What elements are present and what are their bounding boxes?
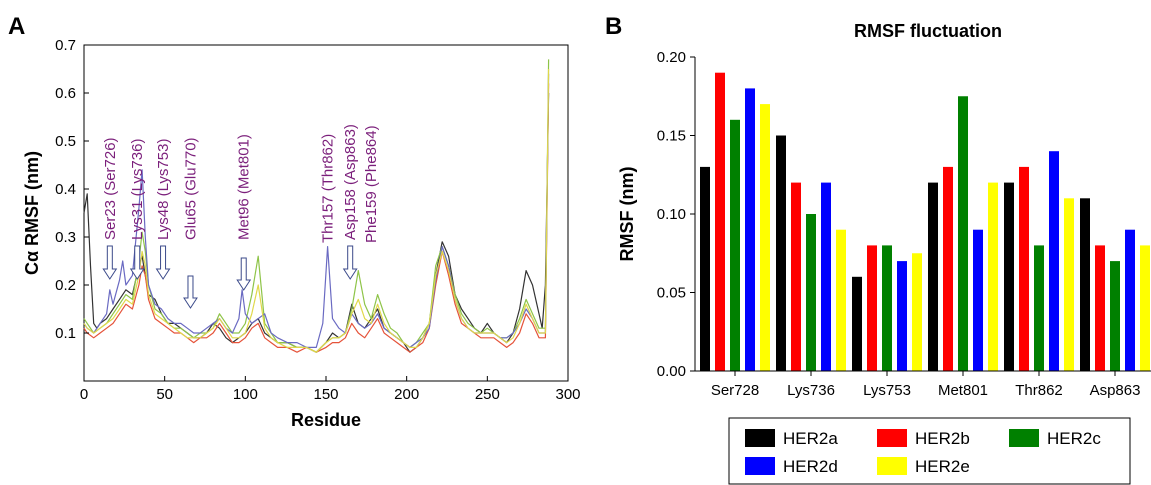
bar-her2e-asp863 — [1140, 245, 1150, 371]
panel-a-annotation-label: Lys48 (Lys753) — [155, 139, 172, 240]
panel-a-y-axis-title: Cα RMSF (nm) — [22, 151, 42, 275]
panel-b-x-tick-label: Met801 — [938, 382, 988, 399]
down-arrow-icon — [129, 245, 145, 280]
panel-b-bar-chart: RMSF fluctuation 0.00 0.05 0.10 0.15 0.20 Se… — [617, 21, 1151, 485]
panel-a-x-axis-title: Residue — [291, 410, 361, 430]
legend-swatch-her2c — [1009, 429, 1039, 447]
bar-her2e-met801 — [988, 182, 998, 371]
bar-her2c-lys753 — [882, 245, 892, 371]
panel-a-annotation-label: Glu65 (Glu770) — [183, 137, 200, 240]
bar-her2a-lys736 — [776, 135, 786, 371]
panel-a-y-tick-label: 0.5 — [55, 133, 76, 150]
legend-box — [728, 417, 1131, 485]
bar-her2c-met801 — [958, 96, 968, 371]
bar-her2d-ser728 — [745, 88, 755, 372]
panel-b-y-tick-label: 0.00 — [657, 363, 686, 380]
bar-her2d-lys736 — [821, 182, 831, 371]
down-arrow-icon — [102, 245, 118, 280]
panel-a-annotation-label: Asp158 (Asp863) — [342, 124, 359, 240]
panel-b-y-tick-label: 0.05 — [657, 285, 686, 302]
panel-a-y-tick-label: 0.7 — [55, 37, 76, 54]
bar-her2e-ser728 — [760, 104, 770, 371]
panel-a-series-line-2 — [83, 83, 550, 353]
panel-a-y-tick-label: 0.1 — [55, 325, 76, 342]
legend-label-her2b: HER2b — [915, 429, 970, 448]
bar-her2d-asp863 — [1125, 229, 1135, 371]
bar-her2b-lys753 — [867, 245, 877, 371]
bar-her2d-thr862 — [1049, 151, 1059, 371]
down-arrow-icon — [342, 245, 358, 280]
panel-b-letter: B — [605, 13, 622, 40]
legend-label-her2d: HER2d — [783, 457, 838, 476]
panel-a-annotation-label: Lys31 (Lys736) — [129, 139, 146, 240]
bar-her2a-lys753 — [852, 276, 862, 371]
panel-a-x-tick-label: 150 — [313, 386, 338, 403]
panel-a-series-group — [83, 59, 550, 353]
legend-swatch-her2a — [745, 429, 775, 447]
panel-a-x-axis: 0 50 100 150 200 250 300 — [80, 376, 581, 403]
down-arrow-icon — [236, 257, 252, 291]
panel-a-letter: A — [8, 13, 25, 40]
panel-b-legend: HER2a HER2b HER2c HER2d HER2e — [728, 417, 1131, 485]
panel-b-y-tick-label: 0.15 — [657, 128, 686, 145]
panel-a-line-chart: Ser23 (Ser726) Lys31 (Lys736) Lys48 (Lys75… — [22, 37, 581, 430]
bar-her2d-lys753 — [897, 261, 907, 371]
bar-her2c-thr862 — [1034, 245, 1044, 371]
panel-b-chart-title: RMSF fluctuation — [854, 21, 1002, 41]
panel-b-x-tick-label: Lys753 — [863, 382, 911, 399]
bar-her2b-lys736 — [791, 182, 801, 371]
panel-b-y-axis: 0.00 0.05 0.10 0.15 0.20 — [657, 49, 695, 380]
panel-a-x-tick-label: 100 — [233, 386, 258, 403]
down-arrow-icon — [183, 275, 198, 309]
panel-b-y-tick-label: 0.20 — [657, 49, 686, 66]
bar-her2e-lys753 — [912, 253, 922, 371]
legend-swatch-her2b — [877, 429, 907, 447]
panel-b-x-tick-label: Asp863 — [1090, 382, 1141, 399]
panel-b-x-tick-label: Thr862 — [1015, 382, 1063, 399]
bar-her2a-asp863 — [1080, 198, 1090, 371]
legend-label-her2a: HER2a — [783, 429, 838, 448]
panel-b-x-tick-label: Ser728 — [711, 382, 759, 399]
panel-a-y-tick-label: 0.2 — [55, 277, 76, 294]
bar-her2a-ser728 — [700, 166, 710, 371]
panel-a-x-tick-label: 300 — [555, 386, 580, 403]
panel-a-y-axis: 0.1 0.2 0.3 0.4 0.5 0.6 0.7 — [55, 37, 89, 342]
bar-her2b-ser728 — [715, 72, 725, 371]
bar-her2d-met801 — [973, 229, 983, 371]
panel-a-annotations: Ser23 (Ser726) Lys31 (Lys736) Lys48 (Lys75… — [102, 124, 380, 309]
panel-a-y-tick-label: 0.4 — [55, 181, 76, 198]
panel-a-y-tick-label: 0.6 — [55, 85, 76, 102]
panel-a-annotation-label: Phe159 (Phe864) — [363, 125, 380, 243]
panel-a-y-tick-label: 0.3 — [55, 229, 76, 246]
legend-label-her2c: HER2c — [1047, 429, 1101, 448]
panel-b-y-axis-title: RMSF (nm) — [617, 167, 637, 262]
panel-a-annotation-label: Ser23 (Ser726) — [102, 137, 119, 240]
bar-her2c-lys736 — [806, 214, 816, 371]
bar-her2e-lys736 — [836, 229, 846, 371]
bar-her2c-ser728 — [730, 119, 740, 371]
down-arrow-icon — [155, 245, 171, 280]
bar-her2e-thr862 — [1064, 198, 1074, 371]
bar-her2c-asp863 — [1110, 261, 1120, 371]
legend-swatch-her2d — [745, 457, 775, 475]
panel-b-y-tick-label: 0.10 — [657, 206, 686, 223]
bar-her2b-thr862 — [1019, 166, 1029, 371]
bar-her2b-met801 — [943, 166, 953, 371]
panel-b-bars-group — [700, 72, 1150, 372]
panel-a-annotation-label: Thr157 (Thr862) — [320, 134, 337, 243]
bar-her2a-met801 — [928, 182, 938, 371]
panel-a-x-tick-label: 50 — [156, 386, 173, 403]
panel-b-x-axis: Ser728 Lys736 Lys753 Met801 Thr862 Asp863 — [711, 371, 1141, 399]
panel-b-x-tick-label: Lys736 — [787, 382, 835, 399]
panel-a-x-tick-label: 0 — [80, 386, 88, 403]
legend-swatch-her2e — [877, 457, 907, 475]
panel-a-x-tick-label: 250 — [475, 386, 500, 403]
bar-her2a-thr862 — [1004, 182, 1014, 371]
bar-her2b-asp863 — [1095, 245, 1105, 371]
panel-a-series-line-5 — [83, 68, 550, 353]
panel-a-x-tick-label: 200 — [394, 386, 419, 403]
panel-a-annotation-label: Met96 (Met801) — [236, 134, 253, 240]
legend-label-her2e: HER2e — [915, 457, 970, 476]
